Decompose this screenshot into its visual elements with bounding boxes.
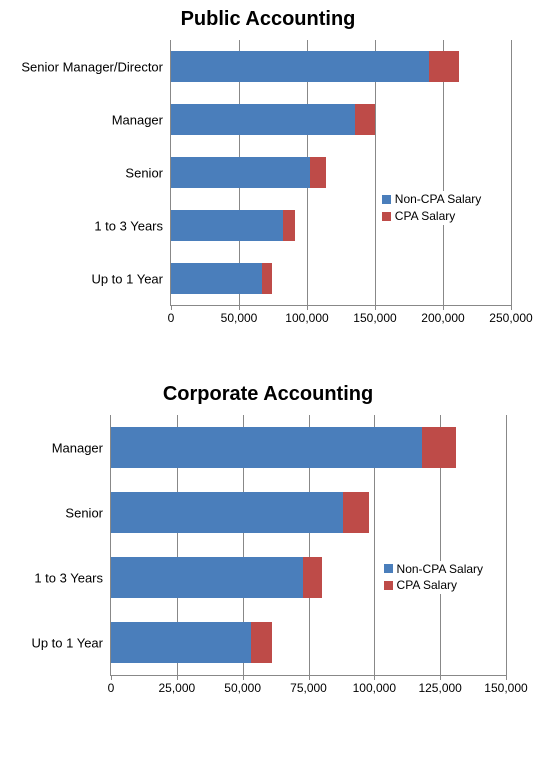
public-plot-area: 050,000100,000150,000200,000250,000Senio… [170, 40, 511, 306]
x-tick-label: 100,000 [285, 305, 328, 325]
bar-segment [251, 622, 272, 662]
corporate-legend: Non-CPA SalaryCPA Salary [384, 561, 483, 595]
legend-item: CPA Salary [382, 208, 481, 225]
legend-swatch [384, 564, 393, 573]
legend-item: Non-CPA Salary [384, 561, 483, 578]
public-chart: Public Accounting050,000100,000150,00020… [0, 0, 536, 345]
bar-segment [283, 210, 295, 242]
x-tick-label: 0 [168, 305, 175, 325]
public-chart-title: Public Accounting [0, 0, 536, 31]
public-legend: Non-CPA SalaryCPA Salary [382, 191, 481, 225]
bar-segment [355, 104, 375, 136]
y-category-label: Senior [65, 505, 111, 520]
bar-segment [171, 157, 310, 189]
x-tick-label: 75,000 [290, 675, 327, 695]
legend-label: Non-CPA Salary [395, 191, 481, 208]
y-category-label: Up to 1 Year [31, 635, 111, 650]
legend-swatch [382, 195, 391, 204]
y-category-label: Manager [52, 440, 111, 455]
bar-segment [429, 51, 459, 83]
legend-swatch [384, 581, 393, 590]
legend-swatch [382, 212, 391, 221]
corporate-chart: Corporate Accounting025,00050,00075,0001… [0, 375, 536, 720]
x-tick-label: 125,000 [418, 675, 461, 695]
corporate-chart-title: Corporate Accounting [0, 375, 536, 406]
bar-segment [310, 157, 326, 189]
x-tick-label: 0 [108, 675, 115, 695]
x-tick-label: 250,000 [489, 305, 532, 325]
x-tick-label: 50,000 [221, 305, 258, 325]
bar-segment [111, 427, 422, 467]
x-tick-label: 150,000 [484, 675, 527, 695]
x-tick-label: 25,000 [158, 675, 195, 695]
y-category-label: Manager [112, 112, 171, 127]
legend-item: Non-CPA Salary [382, 191, 481, 208]
x-tick-label: 50,000 [224, 675, 261, 695]
y-category-label: 1 to 3 Years [34, 570, 111, 585]
bar-segment [343, 492, 369, 532]
y-category-label: Senior [125, 165, 171, 180]
bar-segment [303, 557, 321, 597]
gridline [506, 415, 507, 675]
x-tick-label: 200,000 [421, 305, 464, 325]
bar-segment [111, 492, 343, 532]
x-tick-label: 100,000 [353, 675, 396, 695]
y-category-label: Senior Manager/Director [21, 59, 171, 74]
legend-label: Non-CPA Salary [397, 561, 483, 578]
gridline [511, 40, 512, 305]
bar-segment [422, 427, 456, 467]
bar-segment [171, 104, 355, 136]
y-category-label: 1 to 3 Years [94, 218, 171, 233]
bar-segment [262, 263, 272, 295]
bar-segment [171, 51, 429, 83]
bar-segment [171, 263, 262, 295]
y-category-label: Up to 1 Year [91, 271, 171, 286]
bar-segment [111, 622, 251, 662]
bar-segment [111, 557, 303, 597]
bar-segment [171, 210, 283, 242]
legend-label: CPA Salary [395, 208, 455, 225]
x-tick-label: 150,000 [353, 305, 396, 325]
legend-item: CPA Salary [384, 577, 483, 594]
corporate-plot-area: 025,00050,00075,000100,000125,000150,000… [110, 415, 506, 676]
legend-label: CPA Salary [397, 577, 457, 594]
